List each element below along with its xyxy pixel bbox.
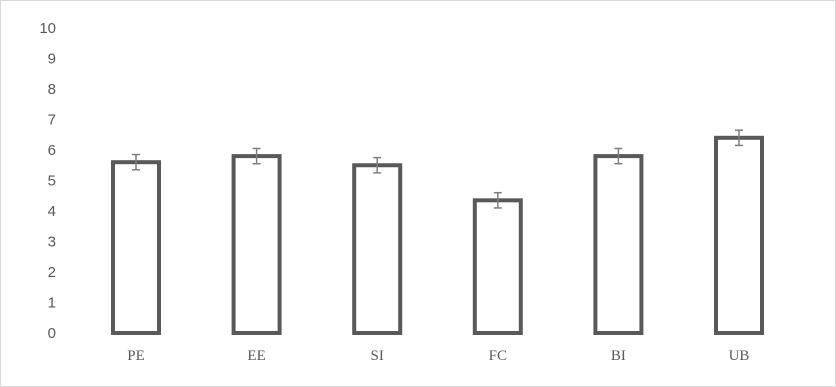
- y-tick-label: 9: [48, 51, 56, 68]
- error-bar-si: [373, 156, 382, 174]
- y-tick-label: 5: [48, 173, 56, 190]
- y-tick-label: 7: [48, 112, 56, 129]
- error-bar-bi: [614, 147, 623, 165]
- y-tick-label: 1: [48, 295, 56, 312]
- x-tick-label-ub: UB: [729, 348, 750, 364]
- bar-fc: [472, 198, 523, 335]
- y-tick-label: 3: [48, 234, 56, 251]
- y-axis-ticks: 0 1 2 3 4 5 6 7 8 9 10: [39, 20, 56, 342]
- x-tick-label-bi: BI: [611, 348, 626, 364]
- y-tick-label: 4: [48, 203, 56, 220]
- y-tick-label: 2: [48, 264, 56, 281]
- bar-ub: [714, 135, 764, 335]
- error-bar-pe: [132, 153, 140, 171]
- y-tick-label: 10: [39, 20, 56, 37]
- y-tick-label: 0: [48, 325, 56, 342]
- bar-bi: [593, 154, 644, 335]
- bar-pe: [111, 160, 161, 335]
- x-axis-ticks: PE EE SI FC BI UB: [127, 348, 749, 364]
- bars: [111, 135, 764, 335]
- x-tick-label-ee: EE: [247, 348, 265, 364]
- x-tick-label-si: SI: [371, 348, 384, 364]
- bar-ee: [231, 154, 282, 335]
- x-tick-label-pe: PE: [127, 348, 145, 364]
- error-bars: [132, 129, 743, 209]
- y-tick-label: 8: [48, 81, 56, 98]
- y-tick-label: 6: [48, 142, 56, 159]
- error-bar-fc: [493, 191, 502, 209]
- error-bar-ee: [252, 147, 261, 165]
- x-tick-label-fc: FC: [489, 348, 507, 364]
- bar-si: [352, 163, 403, 335]
- error-bar-ub: [735, 129, 743, 147]
